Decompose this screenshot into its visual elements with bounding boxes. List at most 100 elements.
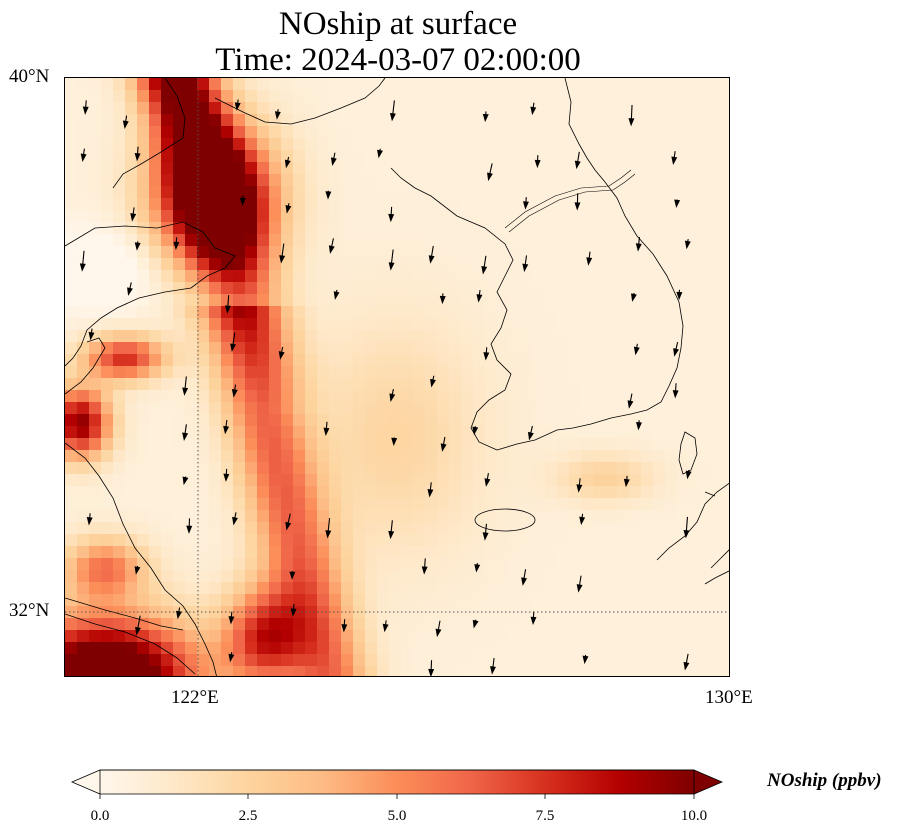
field-cell — [365, 126, 378, 139]
field-cell — [473, 138, 486, 151]
field-cell — [713, 402, 726, 415]
field-cell — [245, 654, 258, 667]
field-cell — [377, 162, 390, 175]
field-cell — [521, 546, 534, 559]
field-cell — [485, 558, 498, 571]
field-cell — [701, 438, 714, 451]
field-cell — [401, 234, 414, 247]
field-cell — [377, 426, 390, 439]
field-cell — [197, 294, 210, 307]
lat-tick-32n: 32°N — [9, 600, 50, 621]
field-cell — [497, 246, 510, 259]
field-cell — [617, 498, 630, 511]
field-cell — [641, 234, 654, 247]
field-cell — [557, 582, 570, 595]
field-cell — [89, 498, 102, 511]
field-cell — [281, 486, 294, 499]
field-cell — [137, 462, 150, 475]
field-cell — [665, 654, 678, 667]
field-cell — [701, 354, 714, 367]
field-cell — [377, 138, 390, 151]
field-cell — [329, 438, 342, 451]
field-cell — [545, 414, 558, 427]
field-cell — [365, 330, 378, 343]
wind-arrow — [234, 99, 241, 111]
field-cell — [677, 114, 690, 127]
field-cell — [173, 198, 186, 211]
field-cell — [725, 450, 729, 463]
field-cell — [677, 630, 690, 643]
field-cell — [389, 462, 402, 475]
field-cell — [341, 270, 354, 283]
field-cell — [545, 354, 558, 367]
field-cell — [713, 126, 726, 139]
wind-arrow — [636, 420, 642, 431]
field-cell — [89, 186, 102, 199]
field-cell — [137, 570, 150, 583]
field-cell — [245, 162, 258, 175]
field-cell — [125, 426, 138, 439]
field-cell — [725, 462, 729, 475]
field-cell — [449, 450, 462, 463]
field-cell — [569, 450, 582, 463]
field-cell — [497, 270, 510, 283]
field-cell — [101, 342, 114, 355]
field-cell — [149, 390, 162, 403]
field-cell — [545, 642, 558, 655]
field-cell — [689, 150, 702, 163]
field-cell — [617, 558, 630, 571]
wind-arrow — [521, 569, 528, 586]
field-cell — [617, 270, 630, 283]
field-cell — [569, 558, 582, 571]
field-cell — [413, 342, 426, 355]
field-cell — [209, 330, 222, 343]
field-cell — [125, 330, 138, 343]
field-cell — [113, 198, 126, 211]
field-cell — [557, 450, 570, 463]
field-cell — [245, 90, 258, 103]
field-cell — [593, 246, 606, 259]
wind-arrow — [676, 289, 683, 301]
field-cell — [65, 318, 78, 331]
field-cell — [77, 594, 90, 607]
field-cell — [533, 534, 546, 547]
field-cell — [89, 246, 102, 259]
field-cell — [449, 594, 462, 607]
field-cell — [209, 78, 222, 91]
field-cell — [653, 402, 666, 415]
field-cell — [65, 186, 78, 199]
field-cell — [65, 438, 78, 451]
field-cell — [545, 282, 558, 295]
field-cell — [425, 294, 438, 307]
colorbar-body — [100, 770, 694, 794]
field-cell — [125, 582, 138, 595]
field-cell — [485, 258, 498, 271]
field-cell — [701, 378, 714, 391]
field-cell — [197, 642, 210, 655]
field-cell — [401, 438, 414, 451]
field-cell — [425, 558, 438, 571]
field-cell — [77, 246, 90, 259]
field-cell — [65, 654, 78, 667]
field-cell — [137, 654, 150, 667]
field-cell — [449, 294, 462, 307]
field-cell — [233, 330, 246, 343]
field-cell — [269, 114, 282, 127]
field-cell — [569, 510, 582, 523]
field-cell — [509, 570, 522, 583]
field-cell — [605, 486, 618, 499]
field-cell — [341, 306, 354, 319]
field-cell — [353, 630, 366, 643]
field-cell — [437, 666, 450, 676]
field-cell — [209, 294, 222, 307]
wind-arrow — [223, 468, 230, 482]
field-cell — [713, 594, 726, 607]
field-cell — [413, 270, 426, 283]
field-cell — [425, 114, 438, 127]
field-cell — [485, 210, 498, 223]
field-cell — [545, 486, 558, 499]
field-cell — [185, 462, 198, 475]
field-cell — [173, 498, 186, 511]
field-cell — [473, 330, 486, 343]
field-cell — [317, 654, 330, 667]
